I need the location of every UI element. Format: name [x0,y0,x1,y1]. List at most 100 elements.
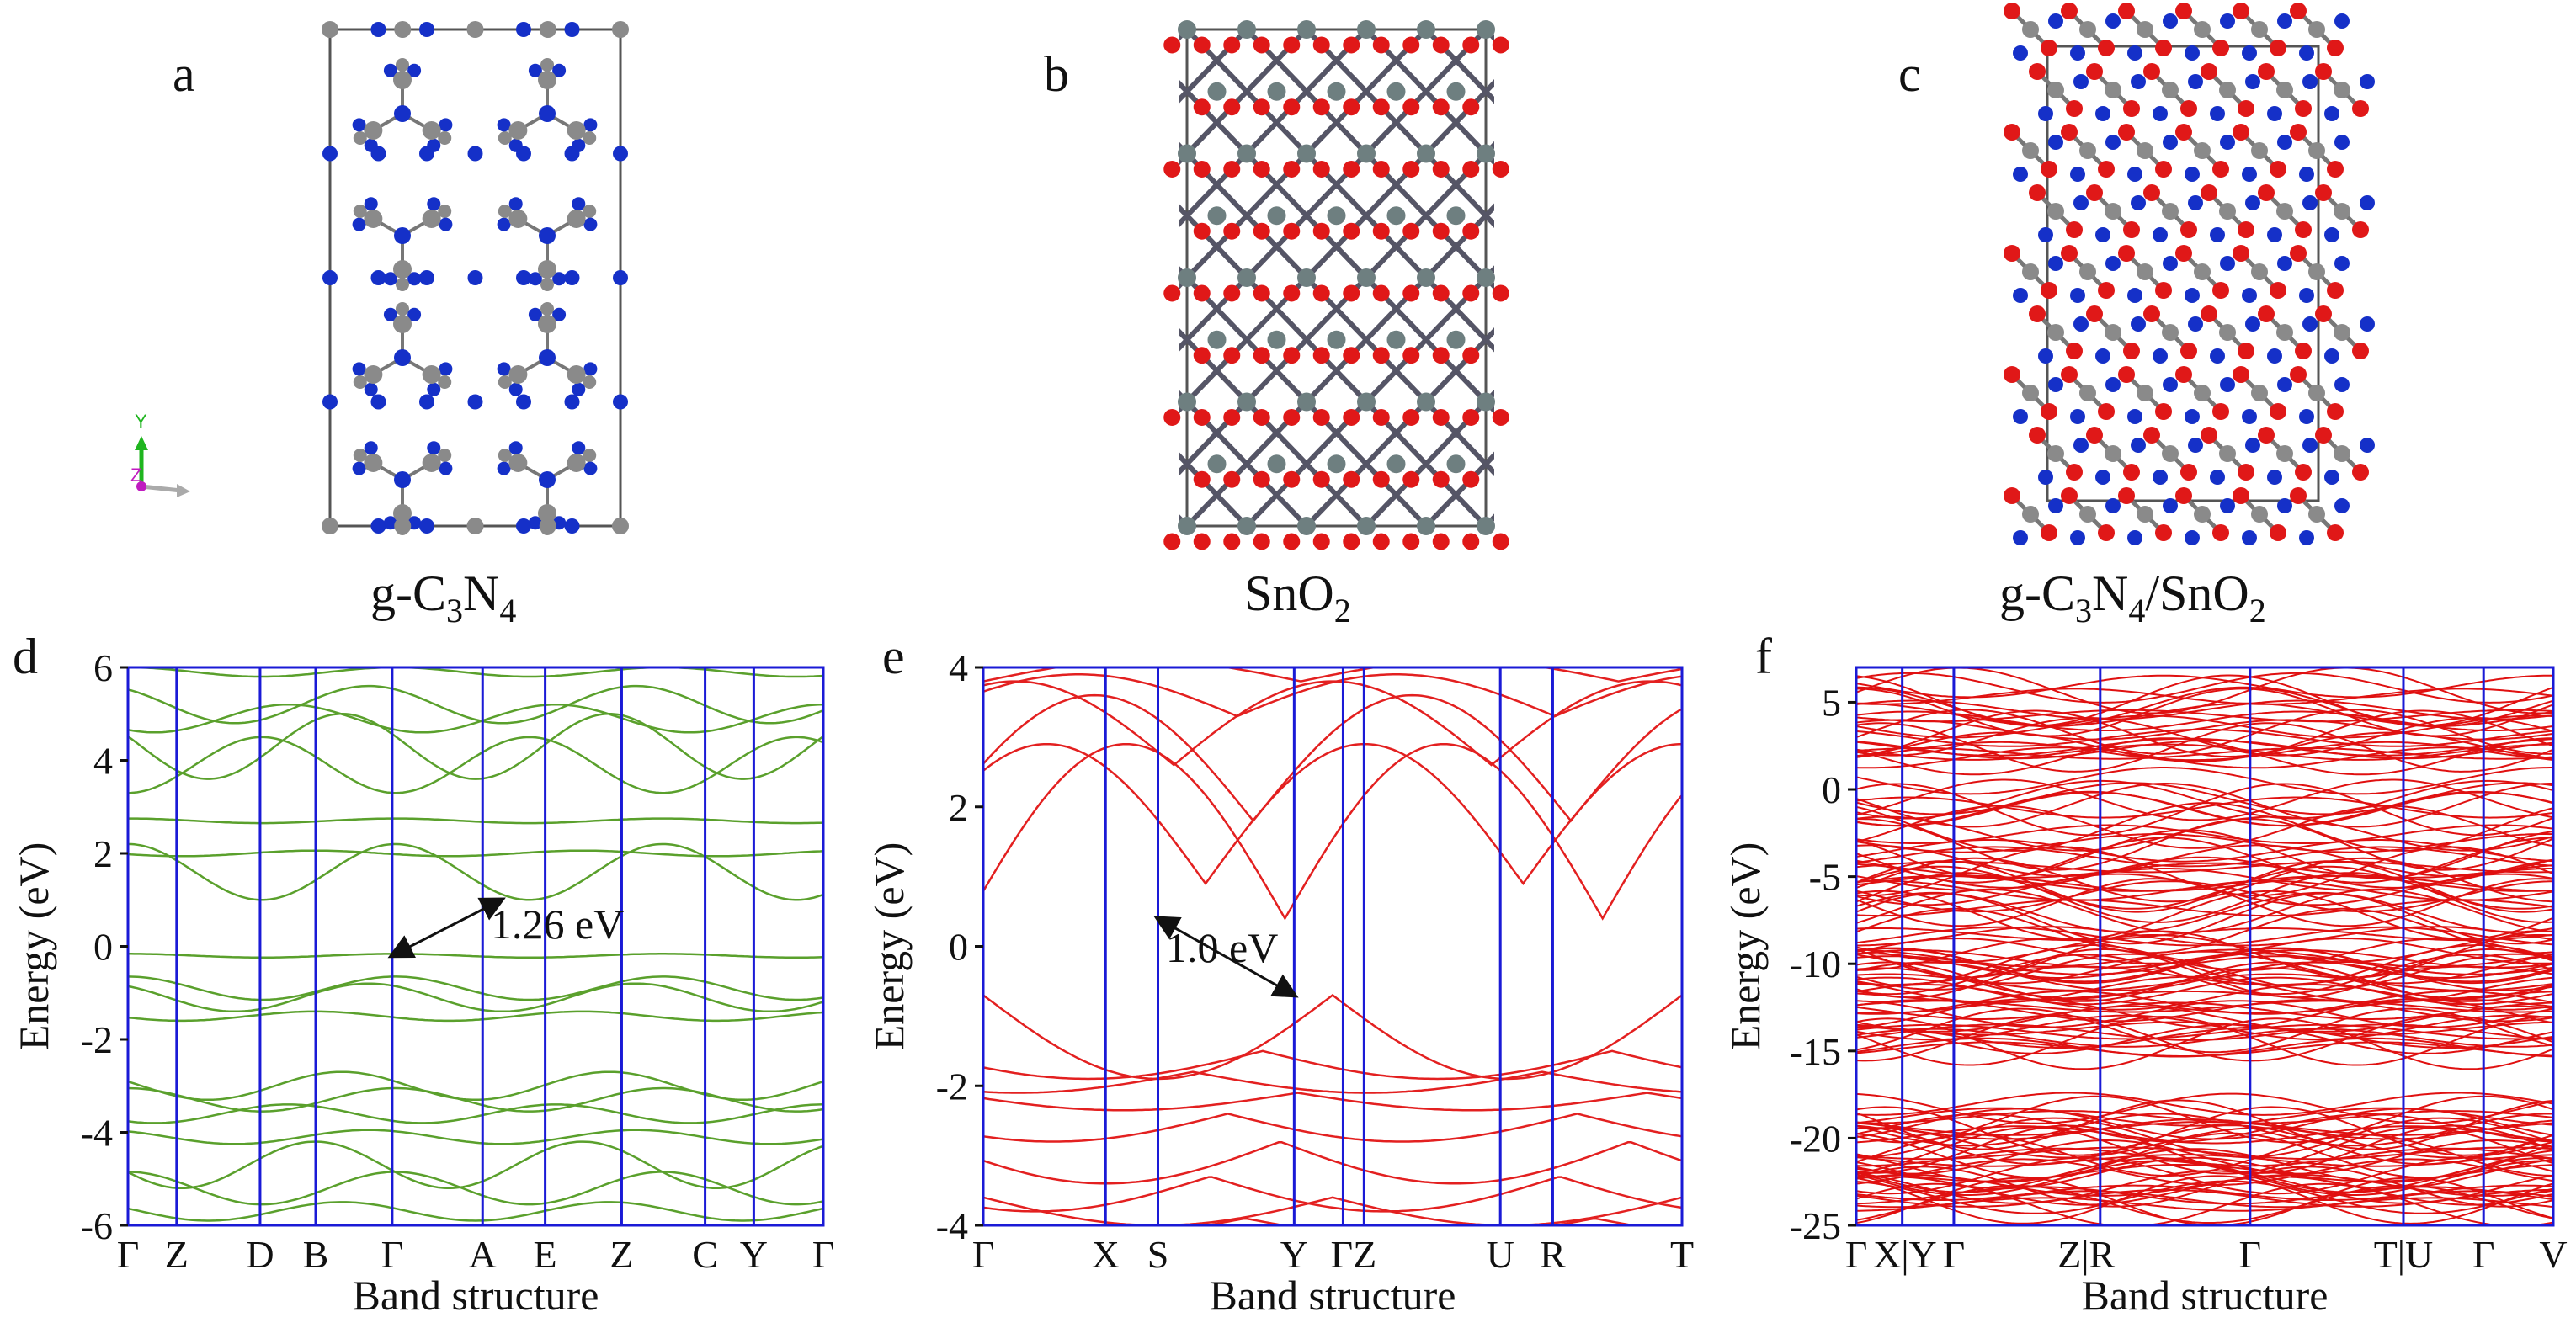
band-line [1856,862,2553,879]
band-line [983,1092,1682,1112]
x-tick-label: S [1147,1233,1169,1276]
band-line [1856,1113,2553,1147]
band-line [983,1141,1682,1185]
x-tick-label: X|Y [1873,1233,1937,1276]
structure-title-b: SnO2 [1244,566,1351,630]
band-line [1856,747,2553,760]
band-line [1856,1180,2553,1214]
band-line [983,680,1682,767]
band-line [983,1176,1682,1213]
x-tick-label: Y [1280,1233,1308,1276]
band-line [983,673,1682,718]
band-line [1856,1092,2553,1124]
x-tick-label: Γ [117,1233,140,1276]
band-line [128,703,823,734]
band-line [1856,837,2553,884]
band-line [1856,767,2553,795]
band-line [1856,1095,2553,1144]
band-line [1856,722,2553,773]
panel-label-c: c [1898,46,1921,102]
x-tick-label: B [303,1233,329,1276]
x-tick-label: Z [609,1233,633,1276]
y-tick-label: -25 [1790,1204,1841,1247]
band-line [1856,1190,2553,1209]
band-line [1856,1092,2553,1116]
band-line [983,742,1682,886]
y-tick-label: 0 [949,926,968,969]
band-line [1856,672,2553,704]
band-line [128,953,823,959]
x-tick-label: Γ [1943,1233,1966,1276]
band-line [1856,934,2553,964]
band-line [1856,999,2553,1023]
y-tick-label: -5 [1809,856,1841,899]
band-line [128,1140,823,1190]
band-line [1856,1113,2553,1143]
band-line [1856,1134,2553,1177]
band-line [1856,1000,2553,1028]
band-line [1856,846,2553,897]
band-structure-chart-e: 4 2 0 -2 -4Γ X S Y ΓZ U R T Band structure Energy (eV… [865,646,1694,1319]
y-tick-label: 2 [949,786,968,829]
band-line [1856,856,2553,889]
band-line [1856,782,2553,815]
band-line [1856,1132,2553,1179]
x-tick-label: A [469,1233,497,1276]
band-line [1856,699,2553,720]
band-line [983,1196,1682,1225]
structure-sno2 [1163,20,1509,550]
band-line [1856,1028,2553,1048]
band-line [983,693,1682,823]
y-tick-label: 5 [1822,681,1841,724]
y-axis-label: Energy (eV) [865,842,913,1051]
y-tick-label: 2 [93,832,113,875]
band-line [1856,1182,2553,1225]
band-line [1856,955,2553,975]
structure-g-c3n4 [322,21,629,535]
band-line [1201,1217,1639,1225]
plot-frame [1855,666,2555,1227]
band-line [1856,967,2553,1000]
axis-triad: Y Z [130,411,190,497]
band-line [1856,791,2553,827]
x-axis-label: Band structure [2082,1272,2329,1319]
y-axis-label: Energy (eV) [10,842,57,1051]
x-tick-label: Y [740,1233,768,1276]
gap-arrow [387,897,506,959]
band-line [1856,984,2553,1011]
band-line [1856,907,2553,954]
band-line [983,1070,1682,1094]
panel-label-d: d [13,629,38,684]
band-line [128,1086,823,1113]
band-line [1856,844,2553,877]
y-tick-label: 0 [1822,768,1841,811]
band-line [1856,880,2553,913]
band-line [1856,998,2553,1014]
x-tick-label: Γ [1845,1233,1868,1276]
x-tick-label: E [534,1233,557,1276]
band-line [1856,1007,2553,1054]
gap-annotation: 1.0 eV [1166,924,1278,971]
x-tick-label: D [246,1233,274,1276]
band-line [128,842,823,901]
y-tick-label: -4 [81,1112,113,1155]
band-line [1856,839,2553,863]
band-line [1856,1023,2553,1040]
band-line [1856,1166,2553,1208]
band-line [1856,899,2553,917]
band-line [1856,737,2553,757]
x-tick-label: Z [165,1233,189,1276]
axis-triad-y: Y [135,411,147,432]
band-line [128,713,823,780]
y-tick-label: -4 [936,1204,968,1247]
x-tick-label: Γ [972,1233,995,1276]
band-line [983,1049,1682,1081]
x-tick-label: U [1487,1233,1514,1276]
band-line [1856,818,2553,871]
band-line [1856,717,2553,757]
band-line [1856,927,2553,942]
band-line [128,1171,823,1206]
band-line [1856,872,2553,923]
structure-g-c3n4-sno2 [2004,3,2375,545]
